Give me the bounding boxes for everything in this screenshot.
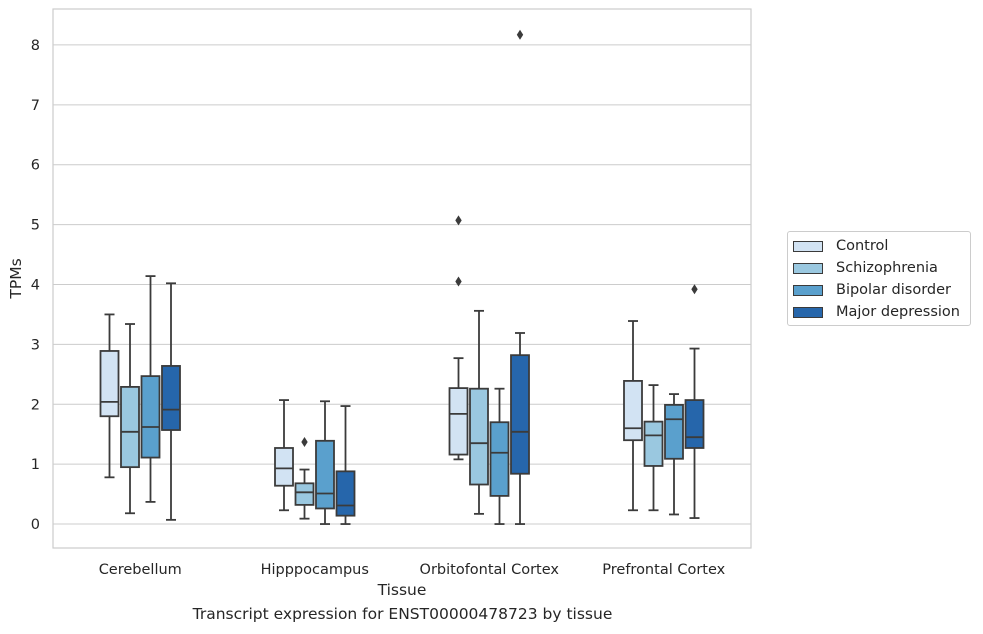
box [335, 470, 356, 517]
legend-item: Control [793, 236, 888, 256]
y-tick-label: 3 [31, 337, 40, 353]
box [315, 439, 335, 510]
y-tick-label: 0 [31, 517, 40, 533]
outlier-point [455, 215, 462, 226]
legend-label: Bipolar disorder [836, 282, 951, 298]
legend-label: Major depression [836, 304, 960, 320]
box [274, 447, 294, 487]
y-tick-label: 4 [31, 277, 40, 293]
y-tick-label: 1 [31, 457, 40, 473]
box [469, 387, 489, 486]
box [161, 365, 181, 431]
outlier-point [516, 29, 524, 40]
x-axis-label: Tissue [377, 581, 427, 599]
box [120, 385, 140, 469]
x-tick-label: Orbitofontal Cortex [420, 562, 560, 578]
box [489, 421, 510, 497]
box [99, 350, 120, 418]
legend-item: Bipolar disorder [793, 280, 951, 300]
outlier-point [301, 436, 308, 447]
x-tick-label: Cerebellum [99, 562, 182, 578]
x-tick-label: Hipppocampus [261, 562, 369, 578]
legend-label: Schizophrenia [836, 260, 938, 276]
legend-swatch-major-depression [793, 306, 823, 318]
figure-caption: Transcript expression for ENST0000047872… [192, 605, 613, 623]
y-tick-label: 7 [31, 98, 40, 114]
y-tick-label: 8 [31, 38, 40, 54]
legend-swatch-control [793, 240, 823, 252]
box [510, 354, 530, 475]
legend-item: Schizophrenia [793, 258, 938, 278]
box [448, 387, 469, 456]
box [664, 403, 684, 460]
box [140, 375, 161, 459]
legend: Control Schizophrenia Bipolar disorder M… [787, 231, 971, 326]
box [684, 399, 705, 449]
legend-item: Major depression [793, 302, 960, 322]
legend-label: Control [836, 238, 889, 254]
legend-swatch-schizophrenia [793, 262, 823, 274]
x-tick-label: Prefrontal Cortex [602, 562, 725, 578]
y-tick-label: 5 [31, 218, 40, 234]
box [294, 482, 315, 506]
box [623, 380, 643, 442]
legend-swatch-bipolar-disorder [793, 284, 823, 296]
y-tick-label: 2 [31, 397, 40, 413]
y-axis-label: TPMs [7, 258, 25, 299]
plot-frame [52, 8, 752, 549]
box [643, 420, 664, 467]
outlier-point [691, 284, 698, 295]
outlier-point [455, 276, 462, 287]
y-tick-label: 6 [31, 158, 40, 174]
